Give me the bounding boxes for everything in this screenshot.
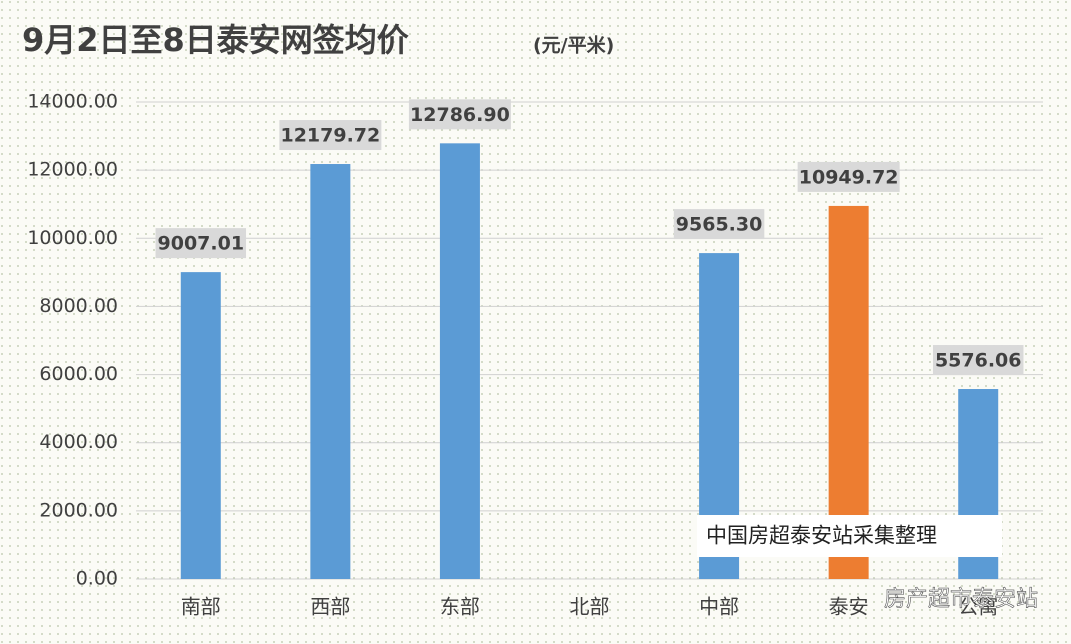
value-label: 9565.30 — [676, 214, 763, 236]
x-tick-label: 公寓 — [958, 595, 998, 619]
y-tick-label: 6000.00 — [39, 363, 118, 385]
chart-subtitle: (元/平米) — [533, 34, 614, 57]
value-label: 10949.72 — [799, 166, 899, 188]
y-tick-label: 10000.00 — [27, 227, 118, 249]
x-tick-label: 东部 — [440, 595, 480, 619]
value-label-box — [932, 345, 1024, 376]
bar — [310, 164, 351, 580]
value-label: 12179.72 — [280, 125, 380, 147]
x-tick-label: 西部 — [310, 595, 350, 619]
value-label: 9007.01 — [158, 233, 245, 255]
value-label-box — [673, 209, 765, 240]
y-tick-label: 2000.00 — [39, 499, 118, 521]
y-tick-label: 4000.00 — [39, 431, 118, 453]
value-label: 12786.90 — [410, 104, 510, 126]
y-tick-label: 14000.00 — [27, 91, 118, 113]
watermark: 房产超市泰安站 — [884, 587, 1038, 612]
x-tick-label: 泰安 — [829, 595, 869, 619]
bar — [180, 272, 221, 579]
value-label-box — [408, 99, 511, 130]
value-label: 5576.06 — [935, 350, 1022, 372]
annotation-box — [697, 515, 1002, 557]
y-tick-label: 0.00 — [76, 568, 118, 590]
x-tick-label: 南部 — [181, 595, 221, 619]
y-tick-label: 8000.00 — [39, 295, 118, 317]
chart-title: 9月2日至8日泰安网签均价 — [22, 21, 409, 59]
y-tick-label: 12000.00 — [27, 159, 118, 181]
value-label-box — [279, 120, 382, 151]
x-tick-label: 中部 — [699, 595, 739, 619]
bar — [439, 143, 480, 580]
value-label-box — [155, 228, 247, 259]
annotation: 中国房超泰安站采集整理 — [706, 524, 937, 548]
x-tick-label: 北部 — [570, 595, 610, 619]
value-label-box — [797, 161, 900, 192]
